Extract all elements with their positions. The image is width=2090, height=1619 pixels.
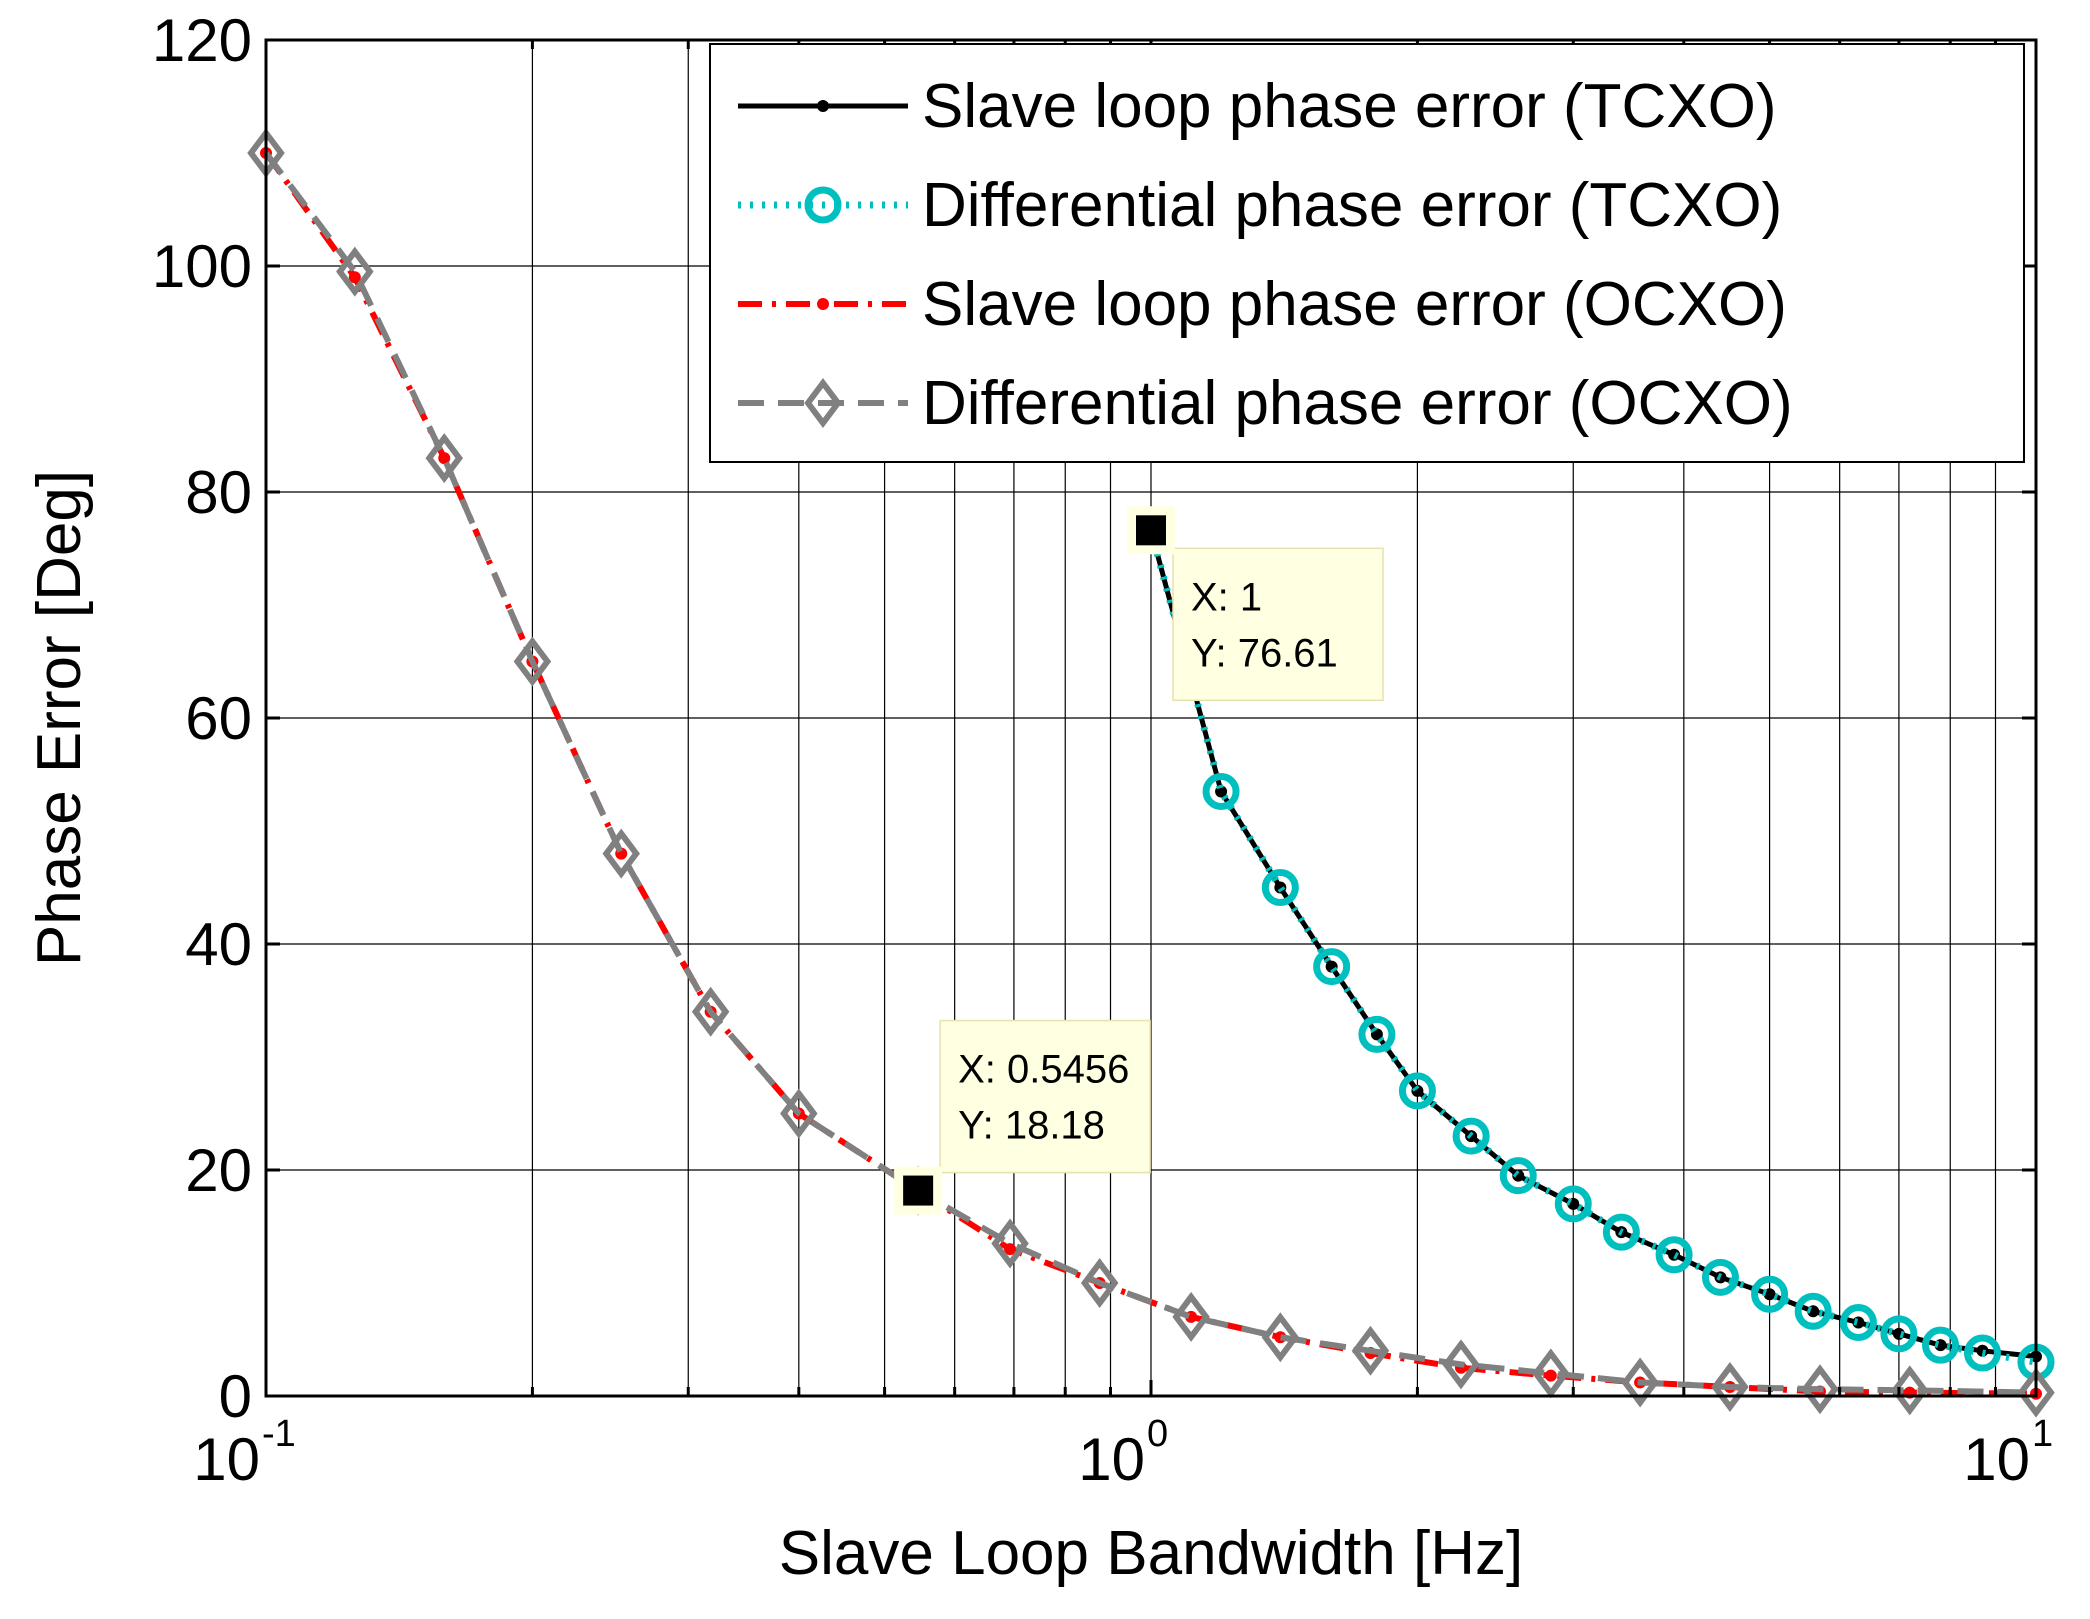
y-tick-label: 0 bbox=[219, 1363, 252, 1430]
series-line bbox=[1147, 529, 2037, 1366]
legend-box bbox=[709, 43, 2025, 463]
data-point bbox=[1554, 1185, 1592, 1223]
legend-entry-slave-tcxo: Slave loop phase error (TCXO) bbox=[738, 72, 1777, 141]
x-tick-label-exponent: 0 bbox=[1147, 1413, 1168, 1455]
data-point bbox=[1172, 1291, 1210, 1342]
data-point bbox=[1839, 1304, 1877, 1342]
y-tick-label: 120 bbox=[152, 7, 252, 74]
legend-label-slave-ocxo: Slave loop phase error (OCXO) bbox=[922, 270, 1787, 339]
data-point bbox=[1544, 1369, 1557, 1382]
data-tip-box bbox=[1172, 547, 1384, 702]
data-tip-1: X: 0.5456 Y: 18.18 bbox=[894, 1019, 1151, 1215]
data-point bbox=[1080, 1258, 1119, 1308]
legend-entry-diff-tcxo: Differential phase error (TCXO) bbox=[738, 171, 1782, 240]
x-axis-label: Slave Loop Bandwidth [Hz] bbox=[779, 1519, 1523, 1588]
data-point bbox=[1890, 1365, 1929, 1416]
legend-label-slave-tcxo: Slave loop phase error (TCXO) bbox=[922, 72, 1777, 141]
data-tip-x: X: 0.5456 bbox=[958, 1048, 1129, 1092]
legend-swatch-marker bbox=[817, 298, 829, 310]
data-point bbox=[691, 986, 730, 1037]
data-tip-marker bbox=[1136, 515, 1166, 546]
legend-entry-slave-ocxo: Slave loop phase error (OCXO) bbox=[738, 270, 1787, 339]
legend-swatch-marker bbox=[804, 186, 842, 224]
data-point bbox=[1261, 869, 1299, 906]
data-point bbox=[1880, 1315, 1918, 1353]
legend-swatch-marker bbox=[817, 100, 829, 112]
data-point bbox=[1751, 1275, 1789, 1313]
legend-label-diff-ocxo: Differential phase error (OCXO) bbox=[922, 369, 1793, 438]
data-point bbox=[2017, 1367, 2055, 1418]
data-point bbox=[1801, 1364, 1839, 1415]
x-tick-label: 10 -1 bbox=[193, 1413, 296, 1493]
legend-marker bbox=[804, 186, 842, 224]
data-point bbox=[348, 271, 361, 284]
data-tip-marker bbox=[903, 1175, 934, 1206]
data-tip-x: X: 1 bbox=[1191, 575, 1262, 619]
data-point bbox=[1452, 1117, 1490, 1155]
x-tick-label-base: 10 bbox=[1078, 1426, 1145, 1493]
data-point bbox=[1351, 1325, 1390, 1376]
data-point bbox=[1202, 772, 1240, 810]
legend: Slave loop phase error (TCXO) Differenti… bbox=[709, 43, 2025, 463]
y-axis-label: Phase Error [Deg] bbox=[25, 470, 94, 966]
y-tick-label: 40 bbox=[185, 911, 252, 978]
data-point bbox=[1261, 1312, 1300, 1363]
data-point bbox=[438, 452, 451, 465]
legend-marker bbox=[817, 298, 829, 310]
legend-label-diff-tcxo: Differential phase error (TCXO) bbox=[922, 171, 1782, 240]
data-point bbox=[1922, 1326, 1960, 1364]
y-tick-label: 100 bbox=[152, 233, 252, 300]
data-point bbox=[1963, 1334, 2001, 1372]
x-tick-label-base: 10 bbox=[193, 1426, 260, 1493]
x-tick-label-exponent: 1 bbox=[2032, 1413, 2053, 1455]
data-point bbox=[1358, 1015, 1396, 1053]
data-point bbox=[1701, 1258, 1739, 1296]
legend-marker bbox=[817, 100, 829, 112]
data-tip-y: Y: 18.18 bbox=[958, 1104, 1105, 1148]
data-tip-box bbox=[939, 1019, 1151, 1174]
series-line bbox=[263, 151, 2037, 1396]
data-point bbox=[425, 433, 463, 484]
data-tip-y: Y: 76.61 bbox=[1191, 631, 1338, 675]
data-point bbox=[1655, 1236, 1693, 1274]
y-tick-label: 80 bbox=[185, 459, 252, 526]
data-tip-0: X: 1 Y: 76.61 bbox=[1127, 506, 1384, 702]
data-point bbox=[991, 1218, 1029, 1269]
y-tick-label: 20 bbox=[185, 1137, 252, 1204]
legend-marker bbox=[804, 378, 842, 428]
data-point bbox=[780, 1088, 818, 1139]
data-point bbox=[1398, 1072, 1436, 1110]
data-point bbox=[1794, 1292, 1832, 1330]
x-tick-label-exponent: -1 bbox=[262, 1413, 296, 1455]
data-point bbox=[1602, 1213, 1640, 1251]
legend-entry-diff-ocxo: Differential phase error (OCXO) bbox=[738, 369, 1793, 438]
data-point bbox=[513, 636, 552, 687]
y-tick-label: 60 bbox=[185, 685, 252, 752]
data-point bbox=[1499, 1157, 1537, 1195]
data-tips: X: 1 Y: 76.61 X: 0.5456 Y: 18.18 bbox=[894, 506, 1384, 1215]
x-tick-label-base: 10 bbox=[1963, 1426, 2030, 1493]
x-tick-label: 10 1 bbox=[1963, 1413, 2053, 1493]
data-point bbox=[1442, 1339, 1480, 1390]
data-point bbox=[602, 828, 640, 879]
legend-swatch-marker bbox=[804, 378, 842, 428]
x-tick-label: 10 0 bbox=[1078, 1413, 1168, 1493]
data-point bbox=[1532, 1348, 1570, 1399]
data-point bbox=[1004, 1243, 1017, 1256]
data-point bbox=[1621, 1357, 1659, 1408]
data-point bbox=[1711, 1361, 1749, 1412]
data-point bbox=[336, 246, 374, 297]
data-point bbox=[1313, 948, 1351, 986]
